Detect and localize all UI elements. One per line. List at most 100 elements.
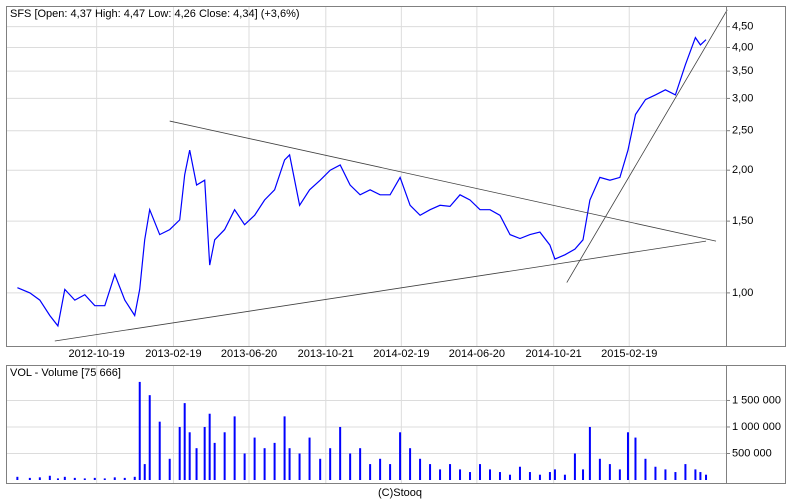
volume-bar <box>598 458 601 480</box>
y-tick-label: 3,50 <box>732 65 753 77</box>
volume-bar <box>213 442 216 480</box>
volume-bar <box>488 469 491 480</box>
volume-bar <box>73 477 76 480</box>
volume-bar <box>123 477 126 480</box>
footer: (C)Stooq <box>378 487 422 499</box>
volume-bar <box>634 437 637 480</box>
volume-bar <box>138 381 141 480</box>
y-tick-label: 3,00 <box>732 92 753 104</box>
volume-bar <box>223 432 226 480</box>
y-tick-label: 4,00 <box>732 41 753 53</box>
y-tick-label: 2,50 <box>732 125 753 137</box>
trend-line <box>169 120 717 242</box>
volume-bar <box>178 426 181 480</box>
marks <box>16 9 728 480</box>
volume-bar <box>308 437 311 480</box>
volume-bar <box>83 478 86 480</box>
volume-bar <box>563 474 566 480</box>
volume-bar <box>409 448 412 480</box>
volume-bar <box>273 442 276 480</box>
volume-bar <box>429 464 432 480</box>
trend-line <box>54 240 707 342</box>
volume-bar <box>705 474 708 480</box>
volume-bar <box>538 474 541 480</box>
volume-bar <box>263 448 266 480</box>
x-tick-label: 2012-10-19 <box>69 348 125 360</box>
y-tick-label: 1 500 000 <box>732 394 781 406</box>
volume-bar <box>133 476 136 480</box>
volume-bar <box>233 416 236 480</box>
volume-bar <box>449 464 452 480</box>
volume-bar <box>369 464 372 480</box>
volume-bar <box>479 464 482 480</box>
x-tick-label: 2014-10-21 <box>526 348 582 360</box>
volume-bar <box>143 464 146 480</box>
volume-bar <box>148 395 151 480</box>
volume-bar <box>329 448 332 480</box>
volume-bar <box>419 458 422 480</box>
volume-bar <box>113 477 116 480</box>
volume-bar <box>654 466 657 480</box>
volume-bar <box>168 458 171 480</box>
volume-bar <box>208 413 211 480</box>
volume-bar <box>28 477 31 480</box>
y-tick-label: 1 000 000 <box>732 421 781 433</box>
y-tick-label: 500 000 <box>732 447 772 459</box>
volume-bar <box>618 469 621 480</box>
volume-bar <box>38 477 41 480</box>
y-tick-label: 2,00 <box>732 164 753 176</box>
trend-line <box>566 9 728 283</box>
volume-bar <box>56 478 59 480</box>
volume-bar <box>684 464 687 480</box>
volume-bar <box>582 469 585 480</box>
volume-bar <box>694 469 697 480</box>
volume-bar <box>203 426 206 480</box>
volume-bar <box>48 475 51 480</box>
volume-bar <box>459 469 462 480</box>
volume-bar <box>195 448 198 480</box>
volume-panel-frame <box>6 365 786 484</box>
price-panel-frame <box>6 6 786 347</box>
price-line <box>17 36 707 328</box>
volume-bar <box>339 426 342 480</box>
x-tick-label: 2014-06-20 <box>449 348 505 360</box>
volume-bar <box>93 477 96 480</box>
volume-bar <box>588 426 591 480</box>
volume-bar <box>399 432 402 480</box>
volume-bar <box>243 453 246 480</box>
volume-bar <box>548 472 551 480</box>
volume-bar <box>528 472 531 480</box>
volume-bar <box>103 478 106 480</box>
volume-bar <box>608 464 611 480</box>
grid <box>7 7 726 483</box>
volume-bar <box>664 469 667 480</box>
x-tick-label: 2013-10-21 <box>298 348 354 360</box>
volume-bar <box>644 458 647 480</box>
x-tick-label: 2015-02-19 <box>601 348 657 360</box>
volume-bar <box>439 469 442 480</box>
volume-bar <box>288 448 291 480</box>
volume-bar <box>16 476 19 480</box>
volume-bar <box>626 432 629 480</box>
volume-bar <box>379 458 382 480</box>
y-tick-label: 1,00 <box>732 287 753 299</box>
y-tick-label: 4,50 <box>732 21 753 33</box>
volume-bar <box>183 403 186 480</box>
volume-bar <box>699 472 702 480</box>
volume-bar <box>508 474 511 480</box>
x-tick-label: 2013-02-19 <box>145 348 201 360</box>
volume-bar <box>469 472 472 480</box>
volume-bar <box>389 464 392 480</box>
volume-bar <box>63 476 66 480</box>
volume-bar <box>298 453 301 480</box>
volume-bar <box>674 472 677 480</box>
volume-bar <box>283 416 286 480</box>
volume-bar <box>518 466 521 480</box>
volume-bar <box>573 453 576 480</box>
y-tick-label: 1,50 <box>732 215 753 227</box>
volume-title: VOL - Volume [75 666] <box>10 367 121 379</box>
x-tick-label: 2014-02-19 <box>373 348 429 360</box>
volume-bar <box>319 458 322 480</box>
volume-bar <box>359 448 362 480</box>
